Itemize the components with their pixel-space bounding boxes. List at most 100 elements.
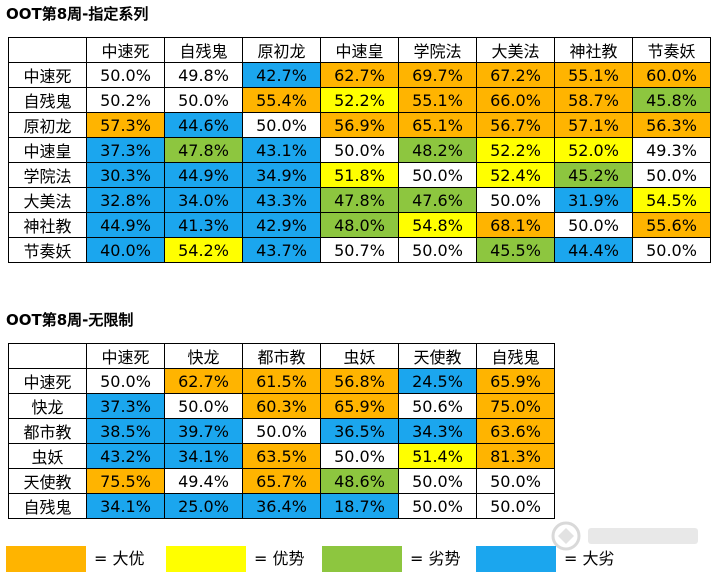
winrate-cell: 66.0% [476,87,555,113]
winrate-cell: 50.0% [398,468,477,494]
table-row: 虫妖 43.2% 34.1% 63.5% 50.0% 51.4% 81.3% [8,443,555,469]
row-header: 节奏妖 [8,237,87,263]
winrate-cell: 48.0% [320,212,399,238]
color-legend: = 大优 = 优势 = 劣势 = 大劣 [6,546,711,572]
legend-swatch [322,546,402,572]
winrate-cell: 50.0% [632,162,711,188]
winrate-cell: 63.6% [476,418,555,444]
table2-title: OOT第8周-无限制 [6,311,134,329]
winrate-cell: 75.5% [86,468,165,494]
table-row: 快龙 37.3% 50.0% 60.3% 65.9% 50.6% 75.0% [8,393,555,419]
column-header: 节奏妖 [632,37,711,63]
winrate-cell: 50.0% [476,493,555,519]
row-header: 大美法 [8,187,87,213]
winrate-cell: 39.7% [164,418,243,444]
table1-title: OOT第8周-指定系列 [6,5,149,23]
winrate-cell: 44.4% [554,237,633,263]
row-header: 原初龙 [8,112,87,138]
column-header: 原初龙 [242,37,321,63]
winrate-cell: 34.1% [86,493,165,519]
winrate-cell: 81.3% [476,443,555,469]
winrate-cell: 24.5% [398,368,477,394]
winrate-cell: 18.7% [320,493,399,519]
winrate-cell: 30.3% [86,162,165,188]
winrate-cell: 56.8% [320,368,399,394]
winrate-cell: 58.7% [554,87,633,113]
column-header: 自残鬼 [164,37,243,63]
winrate-cell: 52.4% [476,162,555,188]
winrate-cell: 43.2% [86,443,165,469]
winrate-cell: 51.8% [320,162,399,188]
winrate-cell: 60.0% [632,62,711,88]
row-header: 自残鬼 [8,87,87,113]
winrate-cell: 55.6% [632,212,711,238]
winrate-cell: 51.4% [398,443,477,469]
winrate-cell: 56.7% [476,112,555,138]
winrate-cell: 50.0% [554,212,633,238]
winrate-cell: 36.4% [242,493,321,519]
table-row: 原初龙 57.3% 44.6% 50.0% 56.9% 65.1% 56.7% 57.1% 56… [8,112,711,138]
winrate-cell: 50.0% [398,493,477,519]
winrate-cell: 57.1% [554,112,633,138]
table-row: 学院法 30.3% 44.9% 34.9% 51.8% 50.0% 52.4% 45.2% 50… [8,162,711,188]
winrate-cell: 45.8% [632,87,711,113]
row-header: 中速死 [8,62,87,88]
winrate-cell: 50.0% [476,468,555,494]
winrate-cell: 62.7% [320,62,399,88]
winrate-cell: 54.2% [164,237,243,263]
table-header-row: 中速死 快龙 都市教 虫妖 天使教 自残鬼 [8,343,555,369]
winrate-cell: 44.9% [86,212,165,238]
winrate-cell: 31.9% [554,187,633,213]
table-row: 中速死 50.0% 49.8% 42.7% 62.7% 69.7% 67.2% 55.1% 60… [8,62,711,88]
winrate-cell: 50.0% [476,187,555,213]
winrate-cell: 50.0% [242,112,321,138]
legend-swatch [166,546,246,572]
column-header: 中速死 [86,343,165,369]
winrate-cell: 48.6% [320,468,399,494]
winrate-cell: 65.1% [398,112,477,138]
winrate-cell: 52.2% [320,87,399,113]
table-row: 神社教 44.9% 41.3% 42.9% 48.0% 54.8% 68.1% 50.0% 55… [8,212,711,238]
winrate-cell: 25.0% [164,493,243,519]
winrate-cell: 65.9% [320,393,399,419]
table-row: 自残鬼 34.1% 25.0% 36.4% 18.7% 50.0% 50.0% [8,493,555,519]
winrate-cell: 55.1% [398,87,477,113]
column-header: 神社教 [554,37,633,63]
winrate-cell: 56.3% [632,112,711,138]
winrate-cell: 42.7% [242,62,321,88]
winrate-cell: 50.0% [242,418,321,444]
winrate-cell: 50.7% [320,237,399,263]
winrate-cell: 49.4% [164,468,243,494]
winrate-cell: 50.2% [86,87,165,113]
table-row: 大美法 32.8% 34.0% 43.3% 47.8% 47.6% 50.0% 31.9% 54… [8,187,711,213]
winrate-cell: 63.5% [242,443,321,469]
winrate-cell: 43.3% [242,187,321,213]
legend-label: = 劣势 [410,549,461,568]
column-header: 中速死 [86,37,165,63]
table-row: 节奏妖 40.0% 54.2% 43.7% 50.7% 50.0% 45.5% 44.4% 50… [8,237,711,263]
legend-label: = 大劣 [564,549,615,568]
row-header: 神社教 [8,212,87,238]
matchup-table-unlimited: 中速死 快龙 都市教 虫妖 天使教 自残鬼 中速死 50.0% 62.7% 61.5% 56.8%… [8,343,555,519]
table-row: 都市教 38.5% 39.7% 50.0% 36.5% 34.3% 63.6% [8,418,555,444]
winrate-cell: 34.0% [164,187,243,213]
winrate-cell: 37.3% [86,137,165,163]
row-header: 自残鬼 [8,493,87,519]
row-header: 天使教 [8,468,87,494]
legend-swatch [476,546,556,572]
winrate-cell: 62.7% [164,368,243,394]
winrate-cell: 65.7% [242,468,321,494]
row-header: 都市教 [8,418,87,444]
winrate-cell: 44.6% [164,112,243,138]
table-header-row: 中速死 自残鬼 原初龙 中速皇 学院法 大美法 神社教 节奏妖 [8,37,711,63]
winrate-cell: 34.1% [164,443,243,469]
winrate-cell: 52.2% [476,137,555,163]
winrate-cell: 57.3% [86,112,165,138]
table-row: 中速皇 37.3% 47.8% 43.1% 50.0% 48.2% 52.2% 52.0% 49… [8,137,711,163]
winrate-cell: 67.2% [476,62,555,88]
winrate-cell: 50.0% [164,87,243,113]
table-row: 天使教 75.5% 49.4% 65.7% 48.6% 50.0% 50.0% [8,468,555,494]
winrate-cell: 69.7% [398,62,477,88]
winrate-cell: 49.8% [164,62,243,88]
winrate-cell: 42.9% [242,212,321,238]
